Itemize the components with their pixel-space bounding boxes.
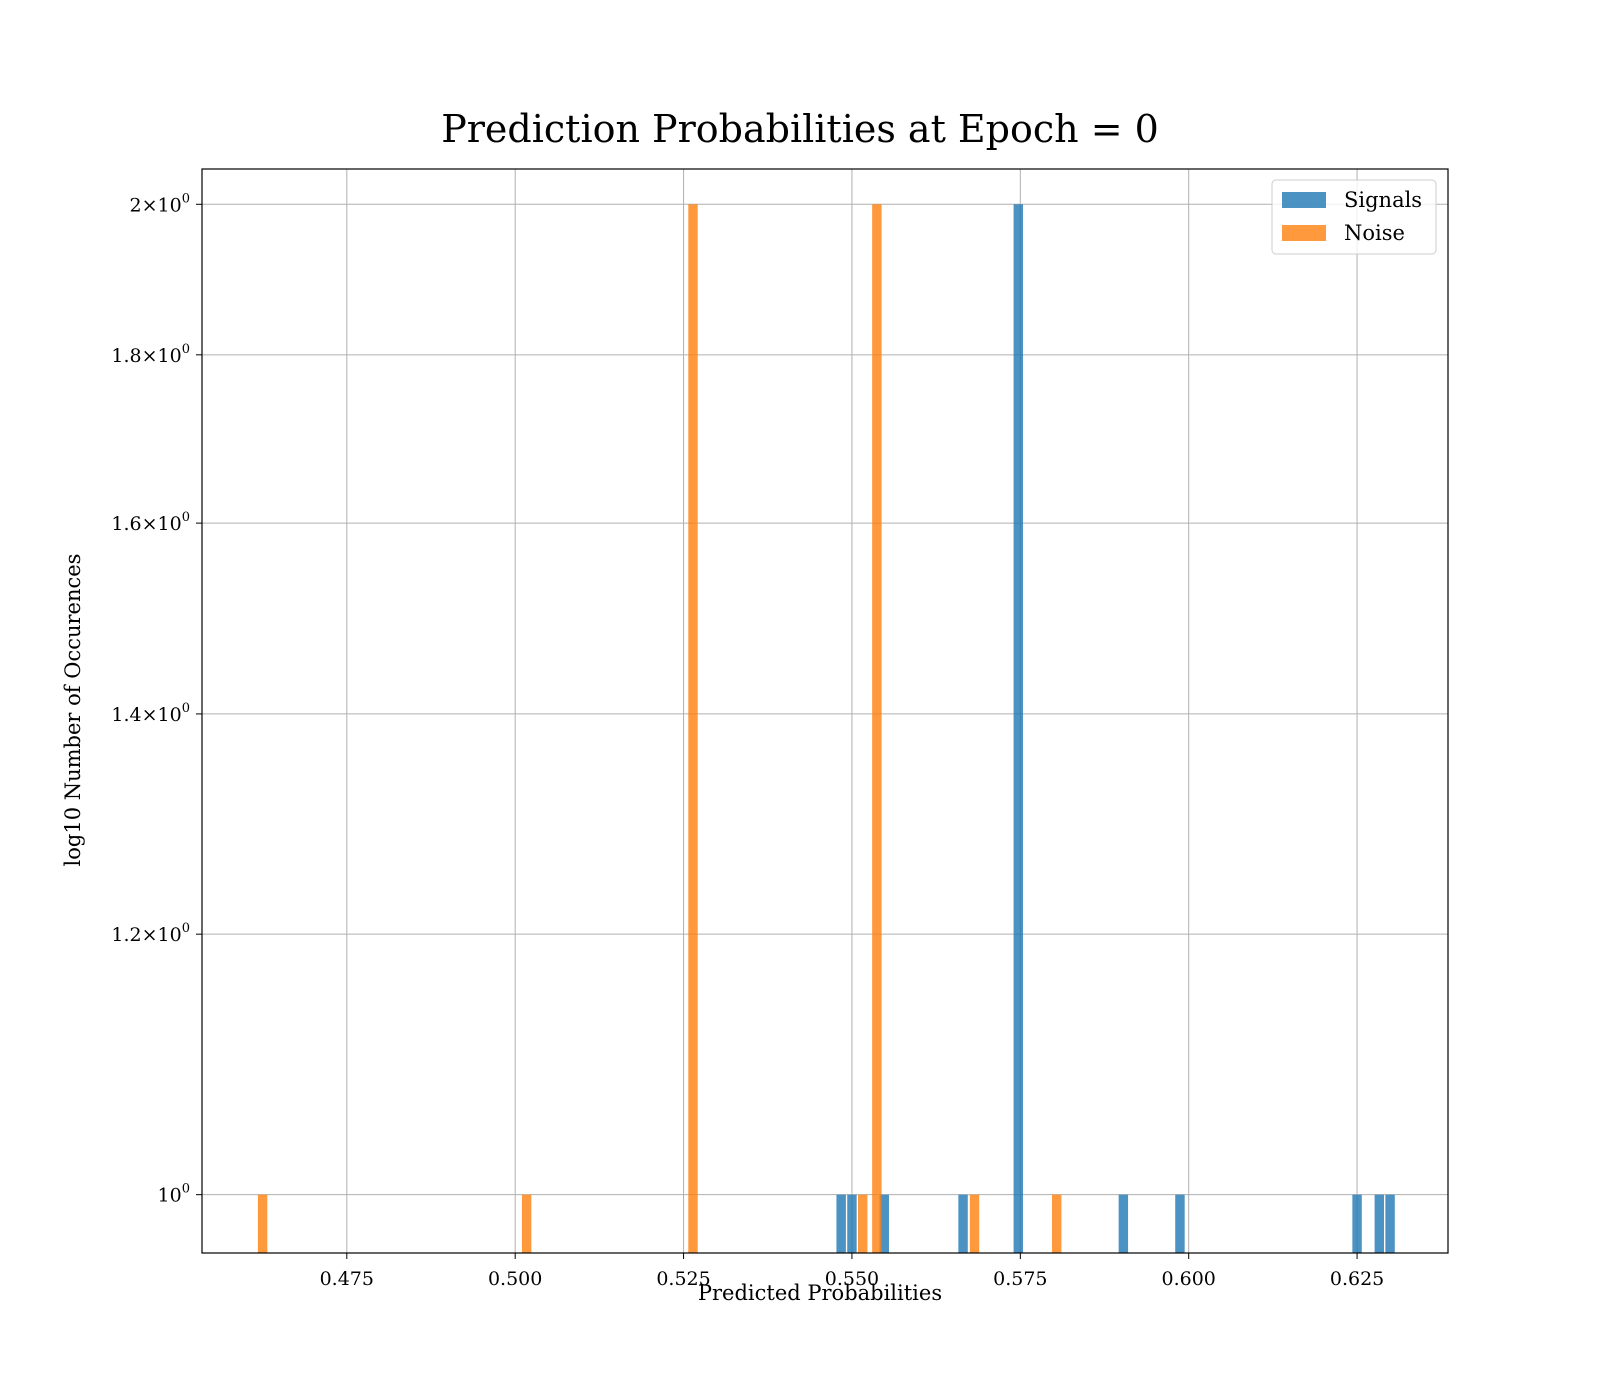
legend-label-signals: Signals (1344, 188, 1422, 212)
x-tick-label: 0.550 (825, 1268, 879, 1290)
signals-bar (1118, 1194, 1129, 1253)
y-tick-label: 100 (158, 1182, 190, 1207)
x-tick-label: 0.625 (1330, 1268, 1384, 1290)
legend-swatch-signals (1282, 192, 1326, 208)
noise-bar (257, 1194, 268, 1253)
legend-label-noise: Noise (1344, 221, 1405, 245)
signals-bar (958, 1194, 968, 1253)
noise-bar (521, 1194, 532, 1253)
x-tick-label: 0.500 (488, 1268, 542, 1290)
noise-bar (858, 1194, 868, 1253)
noise-bar (872, 204, 882, 1253)
legend: Signals Noise (1271, 179, 1437, 255)
signals-bar (1385, 1194, 1395, 1253)
legend-swatch-noise (1282, 225, 1326, 241)
y-tick-label: 1.8×100 (111, 342, 190, 367)
y-tick-label: 1.4×100 (111, 701, 190, 726)
noise-bar (969, 1194, 980, 1253)
signals-bar (1013, 204, 1024, 1253)
signals-bar (879, 1194, 889, 1253)
y-tick-label: 1.2×100 (111, 921, 190, 946)
plot-area-frame (201, 168, 1449, 1254)
grid (202, 169, 1448, 1253)
noise-bar (1051, 1194, 1062, 1253)
signals-bar (1374, 1194, 1385, 1253)
x-axis-ticks: 0.475 0.500 0.525 0.550 0.575 0.600 0.625 (320, 1253, 1384, 1290)
x-axis-label: Predicted Probabilities (698, 1281, 942, 1305)
signals-bar (1175, 1194, 1185, 1253)
noise-bar (688, 204, 698, 1253)
signals-bar (836, 1194, 846, 1253)
y-tick-label: 1.6×100 (111, 510, 190, 535)
y-tick-label: 2×100 (130, 191, 190, 216)
x-tick-label: 0.575 (993, 1268, 1047, 1290)
x-tick-label: 0.600 (1161, 1268, 1215, 1290)
bars (257, 204, 1395, 1253)
x-tick-label: 0.475 (320, 1268, 374, 1290)
signals-bar (847, 1194, 857, 1253)
y-axis-label: log10 Number of Occurences (61, 554, 85, 867)
y-axis-ticks: 100 1.2×100 1.4×100 1.6×100 1.8×100 2×100 (111, 191, 202, 1207)
signals-bar (1352, 1194, 1362, 1253)
x-tick-label: 0.525 (656, 1268, 710, 1290)
chart-title: Prediction Probabilities at Epoch = 0 (441, 107, 1159, 151)
